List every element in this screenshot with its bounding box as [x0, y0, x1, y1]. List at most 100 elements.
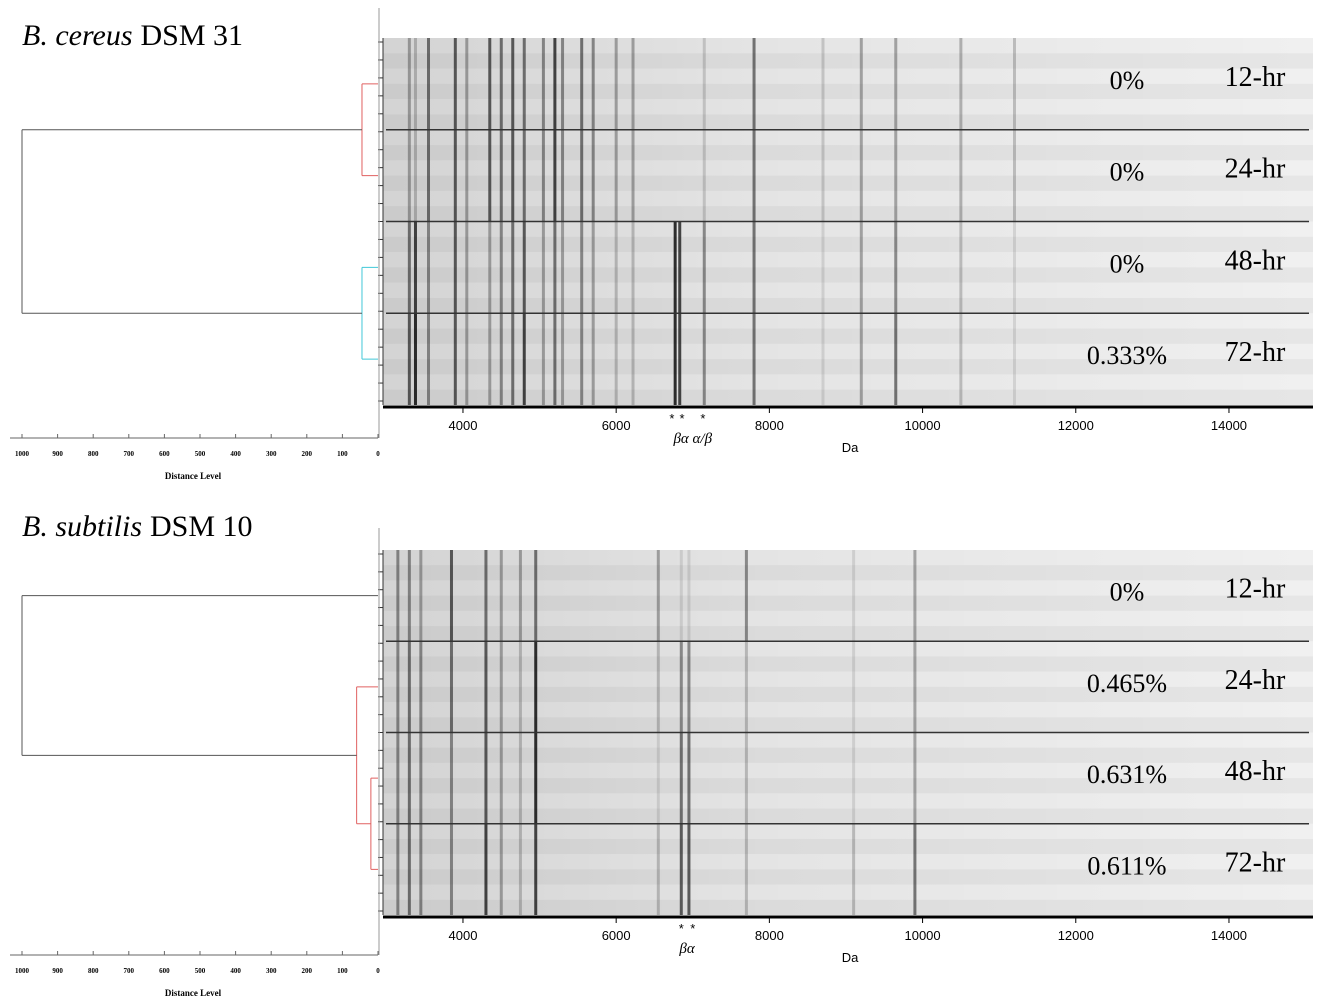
band	[1012, 313, 1016, 405]
dendrogram-tick-label: 700	[124, 967, 135, 975]
band	[534, 732, 538, 824]
band	[631, 129, 635, 222]
band	[702, 313, 706, 405]
band	[1012, 221, 1016, 314]
band	[453, 38, 457, 130]
band	[679, 823, 683, 915]
band	[656, 823, 660, 915]
band	[678, 221, 682, 314]
band	[591, 38, 595, 130]
band	[522, 313, 526, 405]
band	[419, 550, 423, 642]
band	[591, 313, 595, 405]
band	[396, 550, 400, 642]
row-time: 24-hr	[1225, 665, 1286, 696]
band	[518, 732, 522, 824]
peak-marker: *	[679, 411, 684, 426]
band	[453, 313, 457, 405]
x-axis-label: Da	[842, 440, 859, 455]
band	[553, 129, 557, 222]
band	[407, 732, 411, 824]
band	[534, 823, 538, 915]
band	[511, 313, 515, 405]
band	[673, 313, 677, 405]
band	[614, 221, 618, 314]
band	[744, 732, 748, 824]
band	[541, 313, 545, 405]
band	[518, 641, 522, 733]
band	[534, 641, 538, 733]
band	[1012, 38, 1016, 130]
band	[678, 130, 681, 222]
band	[511, 38, 515, 130]
band	[407, 38, 411, 130]
dendrogram-tick-label: 700	[124, 450, 135, 458]
band	[752, 313, 756, 405]
row-percent: 0%	[1110, 66, 1145, 95]
band	[702, 129, 706, 222]
band	[959, 221, 963, 314]
band	[427, 38, 431, 130]
band	[453, 129, 457, 222]
band	[407, 313, 411, 405]
dendrogram-tick-label: 200	[302, 450, 313, 458]
band	[499, 823, 503, 915]
band	[631, 313, 635, 405]
band	[518, 550, 522, 642]
dendrogram-tick-label: 200	[302, 967, 313, 975]
band	[913, 732, 917, 824]
band	[674, 130, 677, 222]
dendrogram-tick-label: 300	[266, 450, 277, 458]
row-time: 48-hr	[1225, 245, 1286, 276]
band	[419, 732, 423, 824]
band	[614, 313, 618, 405]
x-tick-label: 8000	[755, 418, 784, 433]
dendrogram-tick-label: 500	[195, 967, 206, 975]
band	[488, 38, 492, 130]
band	[580, 129, 584, 222]
band	[465, 313, 469, 405]
band	[465, 129, 469, 222]
band	[687, 823, 691, 915]
band	[821, 221, 825, 314]
strain: DSM 10	[150, 510, 253, 543]
strain: DSM 31	[141, 19, 244, 52]
band	[561, 313, 565, 405]
row-percent: 0%	[1110, 578, 1145, 607]
band	[678, 38, 681, 130]
row-time: 12-hr	[1225, 574, 1286, 605]
band	[656, 732, 660, 824]
band	[449, 732, 453, 824]
band	[821, 129, 825, 222]
band	[499, 38, 503, 130]
band	[687, 550, 691, 642]
dendrogram-tick-label: 1000	[15, 450, 30, 458]
x-tick-label: 10000	[904, 928, 940, 943]
band	[553, 221, 557, 314]
band	[541, 129, 545, 222]
x-tick-label: 6000	[602, 928, 631, 943]
band	[852, 823, 856, 915]
dendrogram-tick-label: 900	[52, 967, 63, 975]
band	[427, 313, 431, 405]
band	[656, 550, 660, 642]
band	[580, 221, 584, 314]
x-tick-label: 14000	[1211, 418, 1247, 433]
band	[413, 38, 417, 130]
band	[427, 221, 431, 314]
band	[702, 38, 706, 130]
band	[413, 129, 417, 222]
row-time: 12-hr	[1225, 62, 1286, 93]
band	[453, 221, 457, 314]
band	[511, 221, 515, 314]
band	[852, 641, 856, 733]
band	[752, 129, 756, 222]
band	[913, 550, 917, 642]
band	[419, 823, 423, 915]
dendrogram-tick-label: 600	[159, 967, 170, 975]
band	[488, 221, 492, 314]
band	[407, 129, 411, 222]
x-tick-label: 4000	[449, 418, 478, 433]
species: B. subtilis	[22, 510, 142, 543]
